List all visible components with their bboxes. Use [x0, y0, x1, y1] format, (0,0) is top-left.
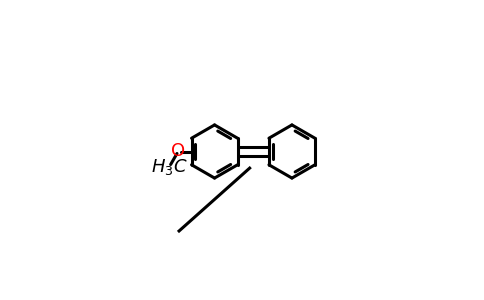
Text: $H_3C$: $H_3C$	[151, 157, 188, 176]
Text: O: O	[171, 142, 185, 160]
